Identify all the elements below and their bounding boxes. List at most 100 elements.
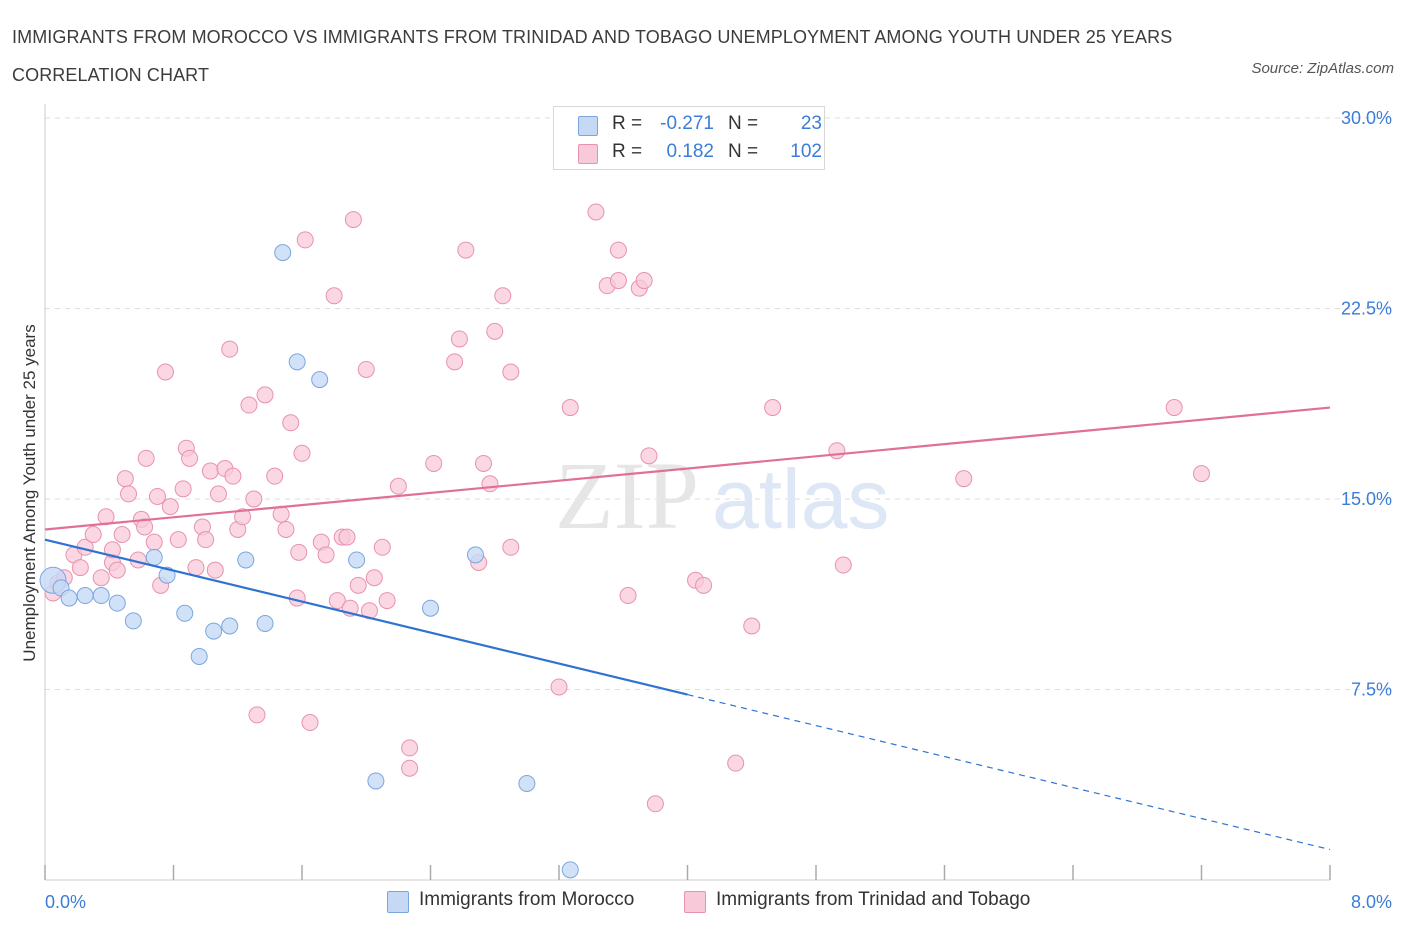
trinidad-point <box>349 576 367 594</box>
correlation-legend: R = -0.271 N = 23 R = 0.182 N = 102 <box>553 106 825 170</box>
morocco-point <box>145 548 163 566</box>
trend-lines <box>44 406 1331 851</box>
legend-r-value-trinidad: 0.182 <box>666 141 714 162</box>
morocco-point <box>561 861 579 879</box>
morocco-point <box>237 551 255 569</box>
trinidad-point <box>401 759 419 777</box>
trinidad-point <box>828 442 846 460</box>
trinidad-point <box>256 386 274 404</box>
trinidad-point <box>92 569 110 587</box>
y-tick-label: 7.5% <box>1351 680 1392 700</box>
trinidad-point <box>646 795 664 813</box>
morocco-point <box>348 551 366 569</box>
morocco-point <box>367 772 385 790</box>
trinidad-point <box>282 414 300 432</box>
trinidad-point <box>197 531 215 549</box>
trinidad-point <box>301 714 319 732</box>
trinidad-points <box>44 203 1210 813</box>
morocco-point <box>190 647 208 665</box>
trinidad-point <box>248 706 266 724</box>
legend-swatch-morocco <box>578 116 598 136</box>
trinidad-point <box>137 449 155 467</box>
trinidad-point <box>446 353 464 371</box>
trinidad-point <box>587 203 605 221</box>
trinidad-point <box>221 340 239 358</box>
source-label: Source: ZipAtlas.com <box>1251 60 1394 77</box>
morocco-point <box>288 353 306 371</box>
trinidad-point <box>108 561 126 579</box>
bottom-legend-swatch-trinidad <box>684 891 706 913</box>
trinidad-point <box>234 508 252 526</box>
morocco-point <box>518 774 536 792</box>
morocco-point <box>221 617 239 635</box>
trinidad-point <box>1165 399 1183 417</box>
trinidad-point <box>145 533 163 551</box>
trinidad-point <box>764 399 782 417</box>
legend-r-label: R = <box>612 113 643 134</box>
trinidad-point <box>344 211 362 229</box>
trinidad-point <box>640 447 658 465</box>
trinidad-point <box>955 470 973 488</box>
y-tick-label: 22.5% <box>1341 299 1392 319</box>
legend-n-label: N = <box>728 141 759 162</box>
trinidad-point <box>103 541 121 559</box>
trinidad-point <box>181 449 199 467</box>
trinidad-point <box>277 520 295 538</box>
trinidad-point <box>550 678 568 696</box>
x-tick-label-min: 0.0% <box>45 892 86 912</box>
trinidad-point <box>609 272 627 290</box>
trinidad-point <box>328 592 346 610</box>
trinidad-point <box>502 538 520 556</box>
trinidad-point <box>325 287 343 305</box>
axis-layer <box>44 104 1331 881</box>
legend-r-value-morocco: -0.271 <box>660 113 714 134</box>
legend-swatch-trinidad <box>578 144 598 164</box>
trinidad-point <box>494 287 512 305</box>
trinidad-point <box>727 754 745 772</box>
trinidad-point <box>174 480 192 498</box>
trinidad-point <box>201 462 219 480</box>
legend-r-label: R = <box>612 141 643 162</box>
morocco-point <box>422 599 439 617</box>
trinidad-point <box>161 498 179 516</box>
morocco-trend-extension <box>687 693 1331 851</box>
trinidad-point <box>502 363 520 381</box>
morocco-point <box>92 587 110 605</box>
chart-title: IMMIGRANTS FROM MOROCCO VS IMMIGRANTS FR… <box>12 27 1173 85</box>
trinidad-point <box>245 490 263 508</box>
morocco-point <box>124 612 142 630</box>
trinidad-point <box>120 485 138 503</box>
trinidad-point <box>486 322 504 340</box>
trinidad-point <box>619 587 637 605</box>
trinidad-point <box>209 485 227 503</box>
trinidad-point <box>561 399 579 417</box>
trinidad-point <box>296 231 314 249</box>
trinidad-point <box>401 739 419 757</box>
morocco-point <box>256 614 274 632</box>
trinidad-point <box>743 617 761 635</box>
bottom-legend-label-morocco: Immigrants from Morocco <box>419 889 635 910</box>
morocco-point <box>76 587 94 605</box>
trinidad-point <box>156 363 174 381</box>
trinidad-point <box>365 569 383 587</box>
trinidad-point <box>113 526 131 544</box>
trinidad-point <box>357 360 375 378</box>
trinidad-point <box>206 561 224 579</box>
bottom-legend-swatch-morocco <box>387 891 409 913</box>
morocco-point <box>274 244 292 262</box>
morocco-point <box>466 546 484 564</box>
trinidad-point <box>187 559 205 577</box>
trinidad-point <box>475 454 493 472</box>
trinidad-point <box>695 576 713 594</box>
trinidad-point <box>338 528 356 546</box>
morocco-point <box>205 622 223 640</box>
trinidad-point <box>389 477 407 495</box>
bottom-legend-label-trinidad: Immigrants from Trinidad and Tobago <box>716 889 1031 910</box>
morocco-point <box>176 604 194 622</box>
morocco-trend-line <box>44 538 688 696</box>
trinidad-point <box>425 454 443 472</box>
morocco-points <box>39 244 579 879</box>
trinidad-point <box>450 330 468 348</box>
x-tick-label-max: 8.0% <box>1351 892 1392 912</box>
